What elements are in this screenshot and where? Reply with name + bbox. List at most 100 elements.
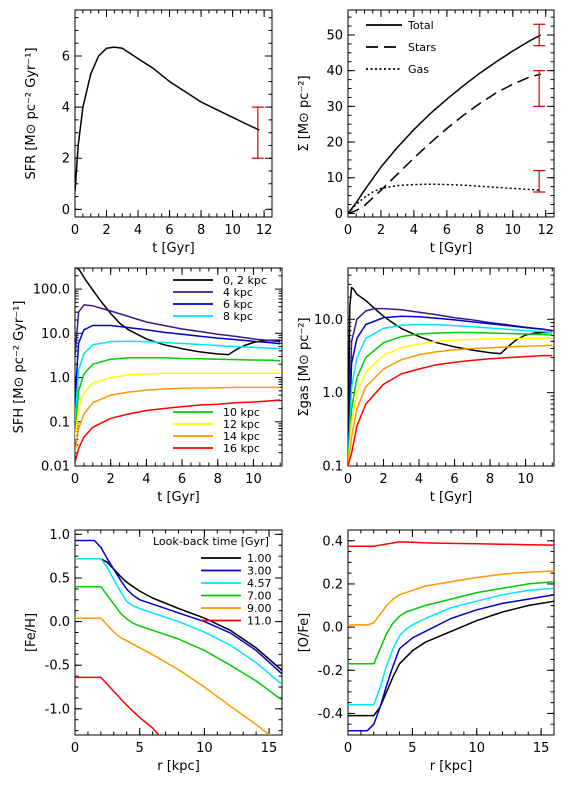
legend-label: 3.00 bbox=[247, 565, 272, 578]
legend-label: 12 kpc bbox=[223, 418, 260, 431]
series-line-9-00 bbox=[348, 570, 554, 626]
y-tick-label: 1.0 bbox=[49, 528, 70, 543]
series-group bbox=[75, 539, 282, 735]
x-tick-label: 15 bbox=[261, 741, 278, 756]
legend-label: 9.00 bbox=[247, 602, 272, 615]
x-tick-label: 0 bbox=[71, 472, 79, 487]
x-tick-label: 4 bbox=[142, 472, 150, 487]
x-tick-label: 0 bbox=[344, 223, 352, 238]
x-tick-label: 0 bbox=[344, 472, 352, 487]
y-axis-label: [O/Fe] bbox=[297, 613, 312, 653]
x-tick-label: 8 bbox=[486, 472, 494, 487]
plot-frame bbox=[347, 267, 555, 467]
y-axis-label: SFH [M⊙ pc⁻² Gyr⁻¹] bbox=[12, 301, 27, 434]
y-tick-label: 10 bbox=[326, 171, 343, 186]
x-tick-label: 2 bbox=[102, 223, 110, 238]
series-group bbox=[348, 286, 553, 466]
x-tick-label: 2 bbox=[377, 223, 385, 238]
series-line-10-kpc bbox=[75, 357, 281, 436]
legend-label: Total bbox=[407, 19, 434, 32]
y-tick-label: 10.0 bbox=[41, 327, 70, 342]
legend-label: 16 kpc bbox=[223, 442, 260, 455]
x-tick-label: 0 bbox=[71, 223, 79, 238]
x-tick-label: 4 bbox=[134, 223, 142, 238]
legend-label: 6 kpc bbox=[223, 298, 253, 311]
series-line-gas bbox=[348, 183, 541, 214]
x-tick-label: 10 bbox=[196, 741, 213, 756]
y-tick-label: 0.0 bbox=[322, 621, 343, 636]
y-tick-label: -1.0 bbox=[45, 702, 70, 717]
y-tick-label: 30 bbox=[326, 100, 343, 115]
series-group bbox=[348, 541, 554, 732]
series-line-8-kpc bbox=[348, 323, 553, 466]
legend-label: 10 kpc bbox=[223, 406, 260, 419]
legend-label: 8 kpc bbox=[223, 310, 253, 323]
panel-p1: 0 2 4 6 8 10 12 0 2 4 6 t [Gyr] SFR [M⊙ pc⁻² Gyr⁻¹] bbox=[24, 9, 273, 256]
legend-title: Look-back time [Gyr] bbox=[153, 535, 269, 548]
series-line-6-kpc bbox=[348, 315, 553, 466]
x-tick-label: 4 bbox=[415, 472, 423, 487]
legend-label: 14 kpc bbox=[223, 430, 260, 443]
legend-label: 1.00 bbox=[247, 552, 272, 565]
x-axis-label: r [kpc] bbox=[157, 759, 200, 774]
legend-label: Stars bbox=[408, 41, 437, 54]
x-tick-label: 10 bbox=[245, 472, 262, 487]
y-tick-label: 100.0 bbox=[33, 283, 70, 298]
x-tick-label: 0 bbox=[344, 741, 352, 756]
x-tick-label: 4 bbox=[410, 223, 418, 238]
x-tick-label: 10 bbox=[224, 223, 241, 238]
x-tick-label: 10 bbox=[468, 741, 485, 756]
y-tick-label: 6 bbox=[62, 50, 70, 65]
series-line-14-kpc bbox=[75, 386, 281, 453]
x-axis-label: t [Gyr] bbox=[157, 490, 200, 505]
series-line-12-kpc bbox=[75, 372, 281, 440]
series-line-10-kpc bbox=[348, 331, 553, 466]
y-tick-label: 2 bbox=[62, 152, 70, 167]
series-line-3-00 bbox=[348, 593, 554, 732]
y-tick-label: 0 bbox=[62, 203, 70, 218]
x-tick-label: 2 bbox=[107, 472, 115, 487]
legend-label: 4.57 bbox=[247, 577, 272, 590]
legend-label: 11.0 bbox=[247, 615, 272, 628]
x-tick-label: 12 bbox=[537, 223, 554, 238]
legend-label: Gas bbox=[408, 63, 429, 76]
panel-p6: 0 5 10 15 -0.4 -0.2 0.0 0.2 0.4 r [kpc] [O/Fe] bbox=[297, 529, 555, 774]
plot-frame bbox=[74, 267, 283, 467]
series-line-0-2-kpc bbox=[75, 268, 281, 356]
y-axis-label: Σ [M⊙ pc⁻²] bbox=[297, 75, 312, 151]
series-line-4-57 bbox=[348, 587, 554, 706]
y-tick-label: 0.2 bbox=[322, 577, 343, 592]
y-tick-label: 10.0 bbox=[314, 313, 343, 328]
series-line-1-00 bbox=[75, 558, 282, 671]
x-axis-label: t [Gyr] bbox=[430, 241, 473, 256]
panel-p2: 0 2 4 6 8 10 12 0 10 20 30 40 50 t [Gyr] Σ [M⊙ pc⁻²] To… bbox=[297, 9, 555, 256]
y-tick-label: 1.0 bbox=[322, 386, 343, 401]
y-tick-label: 4 bbox=[62, 101, 70, 116]
series-line-12-kpc bbox=[348, 337, 553, 466]
legend-label: 7.00 bbox=[247, 590, 272, 603]
y-tick-label: 0.01 bbox=[41, 460, 70, 475]
series-group bbox=[348, 34, 542, 215]
x-tick-label: 8 bbox=[197, 223, 205, 238]
x-tick-label: 0 bbox=[71, 741, 79, 756]
legend-label: 0, 2 kpc bbox=[223, 274, 267, 287]
y-tick-label: 0.1 bbox=[322, 460, 343, 475]
y-tick-label: 1.0 bbox=[49, 371, 70, 386]
x-axis-label: r [kpc] bbox=[430, 759, 473, 774]
series-line-16-kpc bbox=[75, 399, 281, 463]
series-line-total bbox=[348, 34, 542, 214]
y-tick-label: 0.0 bbox=[49, 615, 70, 630]
panel-p5: 0 5 10 15 -1.0 -0.5 0.0 0.5 1.0 r [kpc] [Fe/H] Look… bbox=[24, 528, 283, 774]
series-line-0 bbox=[75, 46, 260, 192]
series-line-7-00 bbox=[75, 585, 282, 701]
y-tick-label: 40 bbox=[326, 64, 343, 79]
x-tick-label: 12 bbox=[256, 223, 273, 238]
series-line-7-00 bbox=[348, 581, 554, 665]
series-line-11-0 bbox=[348, 541, 554, 547]
x-tick-label: 2 bbox=[379, 472, 387, 487]
y-tick-label: -0.5 bbox=[45, 659, 70, 674]
series-line-3-00 bbox=[75, 539, 282, 675]
series-line-4-57 bbox=[75, 558, 282, 685]
legend-label: 4 kpc bbox=[223, 286, 253, 299]
